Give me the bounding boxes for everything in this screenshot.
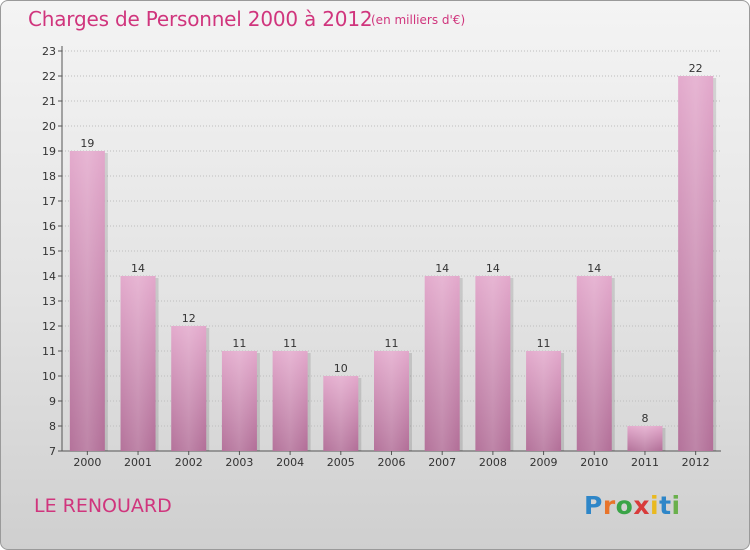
bar-highlight	[69, 151, 105, 451]
logo-letter: P	[584, 491, 603, 520]
bar-highlight	[576, 276, 612, 451]
y-tick-label: 18	[42, 170, 56, 183]
bar-highlight	[374, 351, 409, 451]
x-tick-label: 2000	[73, 456, 101, 469]
bar-highlight	[475, 276, 511, 451]
logo-letter: t	[659, 491, 672, 520]
x-tick-label: 2011	[631, 456, 659, 469]
bar-highlight	[171, 326, 207, 451]
bar-highlight	[120, 276, 156, 451]
data-label: 14	[486, 262, 500, 275]
bar-highlight	[627, 426, 663, 451]
y-tick-label: 23	[42, 45, 56, 58]
data-label: 11	[232, 337, 246, 350]
data-label: 14	[131, 262, 145, 275]
logo-letter: o	[615, 491, 634, 520]
y-tick-label: 22	[42, 70, 56, 83]
bar-highlight	[526, 351, 562, 451]
y-tick-label: 20	[42, 120, 56, 133]
x-tick-label: 2002	[175, 456, 203, 469]
y-tick-label: 12	[42, 320, 56, 333]
data-label: 11	[283, 337, 297, 350]
logo-letter: x	[633, 491, 650, 520]
y-tick-label: 19	[42, 145, 56, 158]
data-labels: 19 14 12 11 11 10 11 14 14 11 14 8 22	[80, 62, 702, 425]
y-tick-label: 10	[42, 370, 56, 383]
bar-highlight	[221, 351, 257, 451]
y-tick-label: 21	[42, 95, 56, 108]
y-tick-label: 11	[42, 345, 56, 358]
data-label: 14	[587, 262, 601, 275]
bars	[69, 76, 717, 451]
x-tick-label: 2010	[580, 456, 608, 469]
x-tick-label: 2003	[225, 456, 253, 469]
x-tick-label: 2007	[428, 456, 456, 469]
y-tick-label: 16	[42, 220, 56, 233]
data-label: 14	[435, 262, 449, 275]
logo-letter: i	[650, 491, 660, 520]
y-tick-label: 9	[49, 395, 56, 408]
x-tick-label: 2005	[327, 456, 355, 469]
data-label: 10	[334, 362, 348, 375]
data-label: 8	[641, 412, 648, 425]
bar-highlight	[424, 276, 460, 451]
x-tick-label: 2008	[479, 456, 507, 469]
bar-highlight	[323, 376, 359, 451]
x-tick-label: 2004	[276, 456, 304, 469]
data-label: 12	[182, 312, 196, 325]
data-label: 22	[689, 62, 703, 75]
x-tick-label: 2009	[530, 456, 558, 469]
chart-title: Charges de Personnel 2000 à 2012	[28, 7, 373, 31]
y-tick-label: 7	[49, 445, 56, 458]
logo-letter: i	[671, 491, 681, 520]
x-tick-label: 2006	[378, 456, 406, 469]
data-label: 11	[537, 337, 551, 350]
axes: 7 8 9 10 11 12 13 14 15 16 17 18 19 20 21 22 23 2000 2001 2…	[42, 45, 721, 469]
y-tick-label: 14	[42, 270, 56, 283]
proxiti-logo: Proxiti	[584, 491, 681, 520]
bar-highlight	[272, 351, 308, 451]
data-label: 11	[385, 337, 399, 350]
data-label: 19	[80, 137, 94, 150]
y-tick-label: 17	[42, 195, 56, 208]
y-tick-label: 15	[42, 245, 56, 258]
x-tick-label: 2001	[124, 456, 152, 469]
y-tick-label: 8	[49, 420, 56, 433]
commune-name: LE RENOUARD	[34, 495, 172, 517]
y-tick-label: 13	[42, 295, 56, 308]
chart-subtitle: (en milliers d'€)	[371, 13, 466, 27]
bar-highlight	[678, 76, 714, 451]
logo-letter: r	[602, 491, 616, 520]
x-tick-label: 2012	[682, 456, 710, 469]
